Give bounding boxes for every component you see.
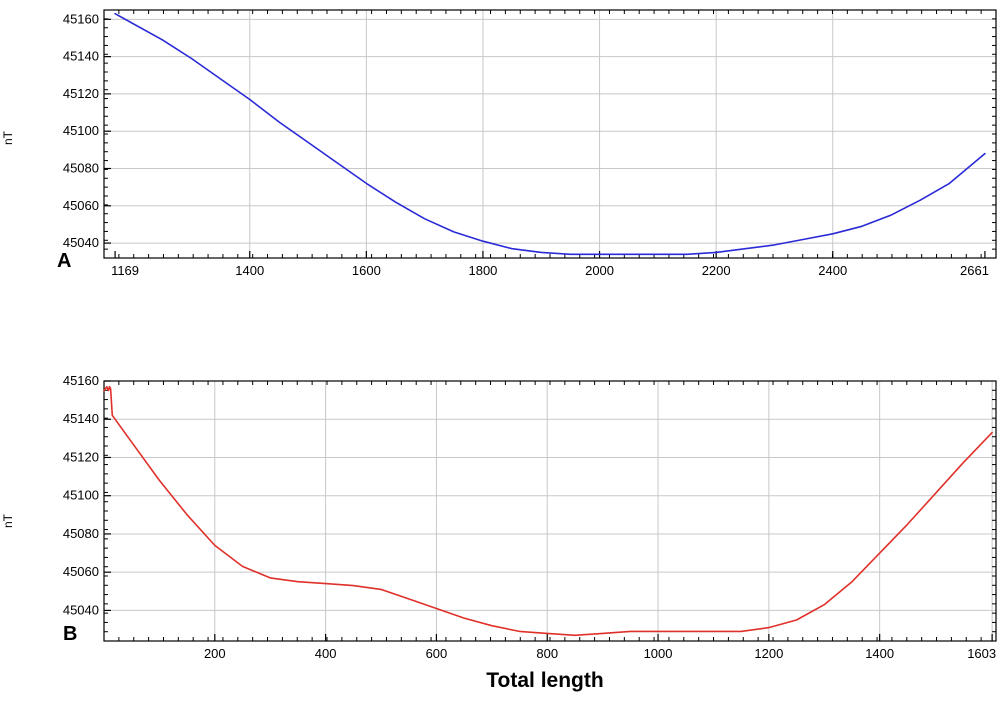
panel-a-letter: A [57, 250, 71, 272]
panel-b-x-tick-label: 1400 [865, 646, 894, 661]
panel-a-y-tick-label: 45140 [63, 49, 99, 64]
panel-a-x-tick-label: 1800 [468, 263, 497, 278]
panel-a-x-tick-label: 1400 [235, 263, 264, 278]
panel-b-x-tick-label: 800 [536, 646, 558, 661]
panel-a-x-tick-label: 2400 [818, 263, 847, 278]
panel-b-y-tick-label: 45140 [63, 411, 99, 426]
panel-b-y-tick-label: 45160 [63, 373, 99, 388]
panel-b-x-tick-label: 1200 [754, 646, 783, 661]
panel-b-data-line [103, 385, 993, 637]
panel-a-x-tick-label: 1169 [111, 263, 139, 278]
panel-a-chart: nT A 45040 45060 45080 45100 45120 45140 45160… [1, 9, 997, 278]
panel-b-letter: B [63, 623, 77, 645]
panel-b-x-axis-label: Total length [486, 669, 603, 692]
panel-b-chart: nT B Total length 45040 45060 45080 45100 45… [1, 373, 997, 692]
panel-b-x-tick-label: 200 [204, 646, 226, 661]
panel-b-x-tick-label: 400 [315, 646, 337, 661]
panel-a-x-tick-label: 2200 [702, 263, 731, 278]
panel-b-x-tick-label: 1603 [967, 646, 996, 661]
panel-b-x-tick-label: 600 [426, 646, 448, 661]
panel-a-y-tick-label: 45120 [63, 86, 99, 101]
panel-b-y-tick-label: 45040 [63, 602, 99, 617]
panel-a-data-line [114, 12, 986, 256]
panel-a-x-tick-label: 2000 [585, 263, 614, 278]
panel-a-y-tick-label: 45040 [63, 235, 99, 250]
panel-b-plot-frame [103, 380, 997, 642]
panel-a-y-tick-label: 45080 [63, 160, 99, 175]
panel-b-y-tick-label: 45060 [63, 564, 99, 579]
panel-b-y-tick-label: 45080 [63, 526, 99, 541]
panel-b-y-tick-label: 45120 [63, 449, 99, 464]
panel-b-x-tick-label: 1000 [644, 646, 673, 661]
panel-b-y-tick-label: 45100 [63, 488, 99, 503]
panel-a-plot-frame [103, 9, 997, 259]
panel-a-y-tick-label: 45160 [63, 11, 99, 26]
panel-a-y-tick-label: 45060 [63, 198, 99, 213]
panel-a-x-tick-label: 2661 [960, 263, 989, 278]
panel-a-x-tick-label: 1600 [352, 263, 381, 278]
panel-b-y-axis-label: nT [1, 513, 15, 528]
panel-a-y-axis-label: nT [1, 130, 15, 145]
panel-a-y-tick-label: 45100 [63, 123, 99, 138]
